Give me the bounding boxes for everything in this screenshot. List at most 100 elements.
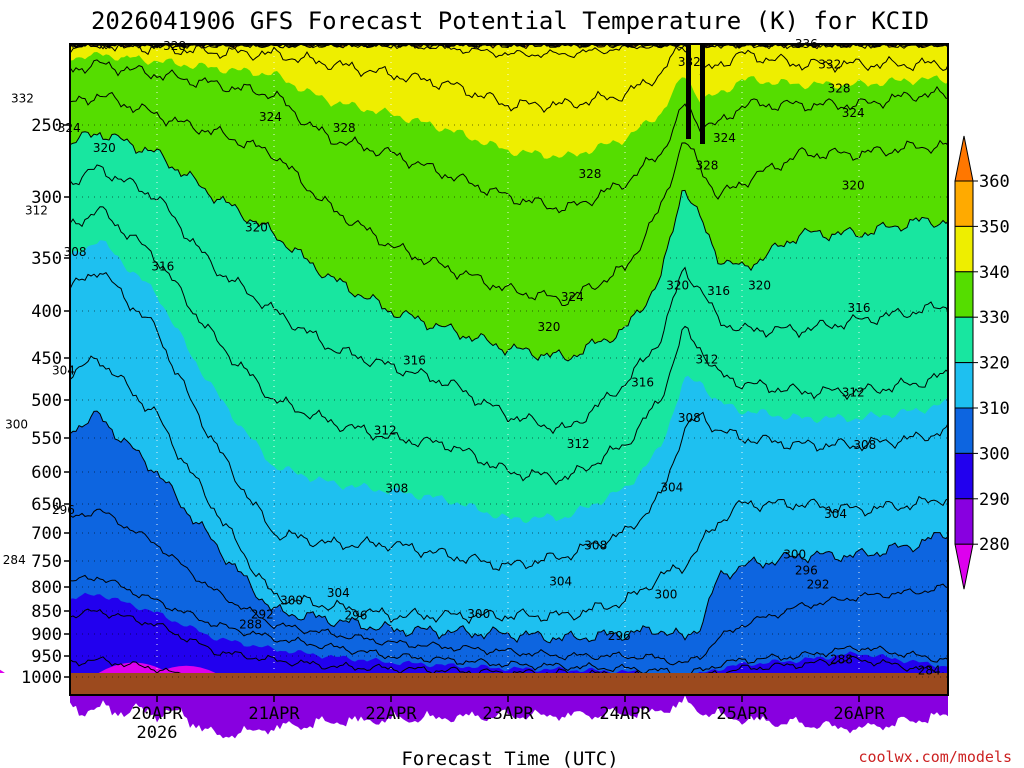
contour-label: 328 <box>828 82 851 96</box>
band-290 <box>70 592 948 695</box>
band-below-280-1 <box>0 669 5 673</box>
contour-324 <box>69 91 949 307</box>
y-tick-label: 650 <box>31 495 62 515</box>
x-tick-label: 22APR <box>365 704 417 724</box>
contour-312 <box>69 206 949 486</box>
band-below-280-0 <box>98 662 169 673</box>
x-axis: 20APR 21APR 22APR 23APR 24APR 25APR 26APR 2026 <box>131 695 885 743</box>
contour-label: 328 <box>333 121 356 135</box>
contour-label: 316 <box>848 301 871 315</box>
contour-label: 332 <box>678 55 701 69</box>
discontinuity-band-b <box>700 44 705 144</box>
contour-label: 304 <box>660 480 683 494</box>
y-tick-label: 400 <box>31 302 62 322</box>
colorbar-label: 290 <box>979 490 1010 510</box>
contour-label: 324 <box>259 110 282 124</box>
colorbar-label: 360 <box>979 172 1010 192</box>
contour-label: 292 <box>807 577 830 591</box>
x-tick-label: 26APR <box>833 704 885 724</box>
colorbar-swatch <box>954 180 974 227</box>
y-tick-label: 700 <box>31 524 62 544</box>
y-tick-label: 750 <box>31 552 62 572</box>
colorbar-label: 330 <box>979 308 1010 328</box>
y-tick-label: 1000 <box>21 668 62 688</box>
contour-label: 320 <box>842 178 865 192</box>
contour-328 <box>69 59 949 214</box>
colorbar-swatch <box>954 498 974 545</box>
contour-label: 312 <box>842 385 865 399</box>
contour-label: 308 <box>678 411 701 425</box>
contour-label: 316 <box>707 284 730 298</box>
contour-label: 316 <box>403 354 426 368</box>
contour-304 <box>69 355 949 625</box>
credit-text[interactable]: coolwx.com/models <box>858 748 1012 766</box>
x-tick-label: 23APR <box>482 704 534 724</box>
y-axis: 250 300 350 400 450 500 550 600 650 700 750 800 850 9… <box>21 116 70 688</box>
contour-label: 312 <box>567 437 590 451</box>
contour-label: 292 <box>251 608 274 622</box>
contour-label: 324 <box>713 131 736 145</box>
colorbar-swatch <box>954 407 974 454</box>
contour-296 <box>69 508 949 666</box>
contour-label: 308 <box>584 538 607 552</box>
ground-fill <box>70 673 948 695</box>
colorbar-label: 300 <box>979 444 1010 464</box>
colorbar-swatch <box>954 271 974 318</box>
contour-label: 316 <box>151 259 174 273</box>
y-tick-label: 300 <box>31 188 62 208</box>
contour-label: 316 <box>631 375 654 389</box>
contour-label: 308 <box>853 438 876 452</box>
contour-label: 312 <box>374 423 397 437</box>
contour-label: 304 <box>327 586 350 600</box>
contour-label: 284 <box>918 664 941 678</box>
band-280 <box>70 695 948 739</box>
x-tick-label: 24APR <box>599 704 651 724</box>
y-tick-label: 800 <box>31 578 62 598</box>
y-tick-label: 950 <box>31 647 62 667</box>
contour-label: 312 <box>695 353 718 367</box>
colorbar-label: 350 <box>979 217 1010 237</box>
colorbar-cap-top <box>954 135 974 182</box>
contour-label: 320 <box>748 279 771 293</box>
colorbar: 360 350 340 330 320 310 300 290 280 <box>954 135 1010 590</box>
color-bands <box>0 44 948 739</box>
colorbar-swatch <box>954 225 974 273</box>
contour-label: 296 <box>608 629 631 643</box>
contour-label: 300 <box>5 417 28 431</box>
colorbar-label: 320 <box>979 354 1010 374</box>
contour-332 <box>69 43 949 114</box>
contour-label: 332 <box>11 92 34 106</box>
contour-label: 300 <box>280 593 303 607</box>
contour-label: 308 <box>64 245 87 259</box>
y-tick-label: 450 <box>31 349 62 369</box>
contour-label: 324 <box>561 290 584 304</box>
band-300 <box>70 411 948 695</box>
colorbar-cap-bottom <box>954 543 974 590</box>
colorbar-label: 280 <box>979 535 1010 555</box>
y-tick-label: 900 <box>31 625 62 645</box>
contour-308 <box>69 272 949 571</box>
plot-area: 3483323243203283243283123083163203283243… <box>0 37 949 739</box>
contour-label: 320 <box>537 320 560 334</box>
colorbar-label: 340 <box>979 263 1010 283</box>
contour-label: 300 <box>783 547 806 561</box>
x-tick-label: 25APR <box>716 704 768 724</box>
y-tick-label: 500 <box>31 391 62 411</box>
chart-title: 2026041906 GFS Forecast Potential Temper… <box>91 7 929 35</box>
contour-label: 328 <box>163 39 186 53</box>
colorbar-swatch <box>954 362 974 409</box>
x-tick-label: 21APR <box>248 704 300 724</box>
contour-292 <box>69 574 949 678</box>
contour-label: 300 <box>654 588 677 602</box>
plot-frame <box>69 43 949 696</box>
contour-316 <box>69 164 949 435</box>
contour-label: 312 <box>25 203 48 217</box>
contour-label: 328 <box>695 158 718 172</box>
discontinuity-band-a <box>686 44 691 139</box>
y-tick-label: 850 <box>31 602 62 622</box>
contour-label: 288 <box>239 617 262 631</box>
y-tick-label: 250 <box>31 116 62 136</box>
contour-320 <box>69 131 949 362</box>
x-axis-label: Forecast Time (UTC) <box>401 748 618 768</box>
